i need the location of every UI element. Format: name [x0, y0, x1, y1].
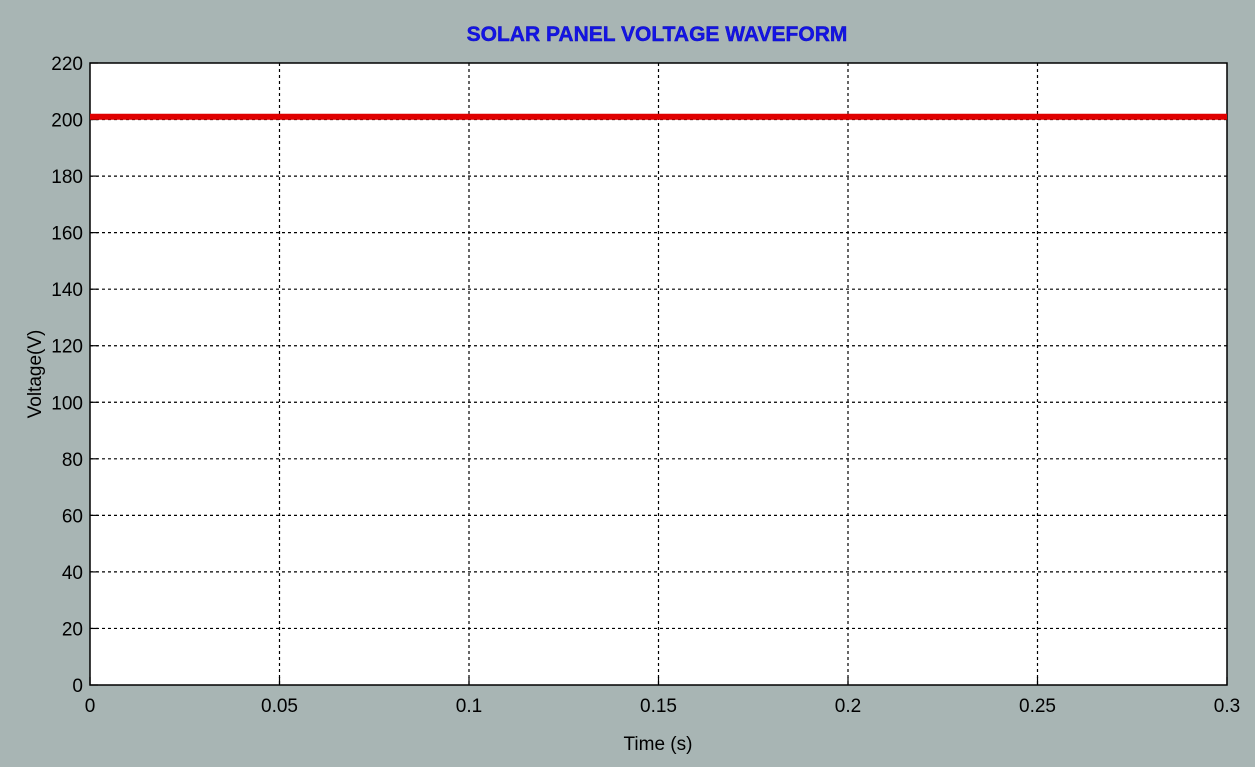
x-tick-label: 0.2 [835, 696, 861, 717]
x-tick-label: 0.3 [1214, 696, 1240, 717]
y-axis-label: Voltage(V) [25, 330, 46, 419]
axis-ticks [89, 62, 1228, 686]
y-tick-label: 160 [51, 224, 83, 245]
y-tick-label: 180 [51, 167, 83, 188]
x-tick-label: 0.1 [456, 696, 482, 717]
y-tick-label: 100 [51, 393, 83, 414]
x-tick-label: 0.15 [640, 696, 677, 717]
y-tick-label: 80 [62, 450, 83, 471]
grid-lines [90, 63, 1227, 685]
y-tick-label: 140 [51, 280, 83, 301]
y-tick-label: 0 [72, 676, 83, 697]
y-tick-label: 60 [62, 506, 83, 527]
x-tick-label: 0.05 [261, 696, 298, 717]
tick-labels: 0 0.05 0.1 0.15 0.2 0.25 0.3 0 20 40 60 80 100 120 140… [51, 54, 1240, 717]
x-tick-label: 0 [85, 696, 96, 717]
y-tick-label: 200 [51, 111, 83, 132]
y-tick-label: 40 [62, 563, 83, 584]
x-tick-label: 0.25 [1019, 696, 1056, 717]
y-tick-label: 20 [62, 619, 83, 640]
y-tick-label: 120 [51, 337, 83, 358]
chart-title: SOLAR PANEL VOLTAGE WAVEFORM [467, 23, 848, 46]
x-axis-label: Time (s) [624, 734, 693, 755]
y-tick-label: 220 [51, 54, 83, 75]
